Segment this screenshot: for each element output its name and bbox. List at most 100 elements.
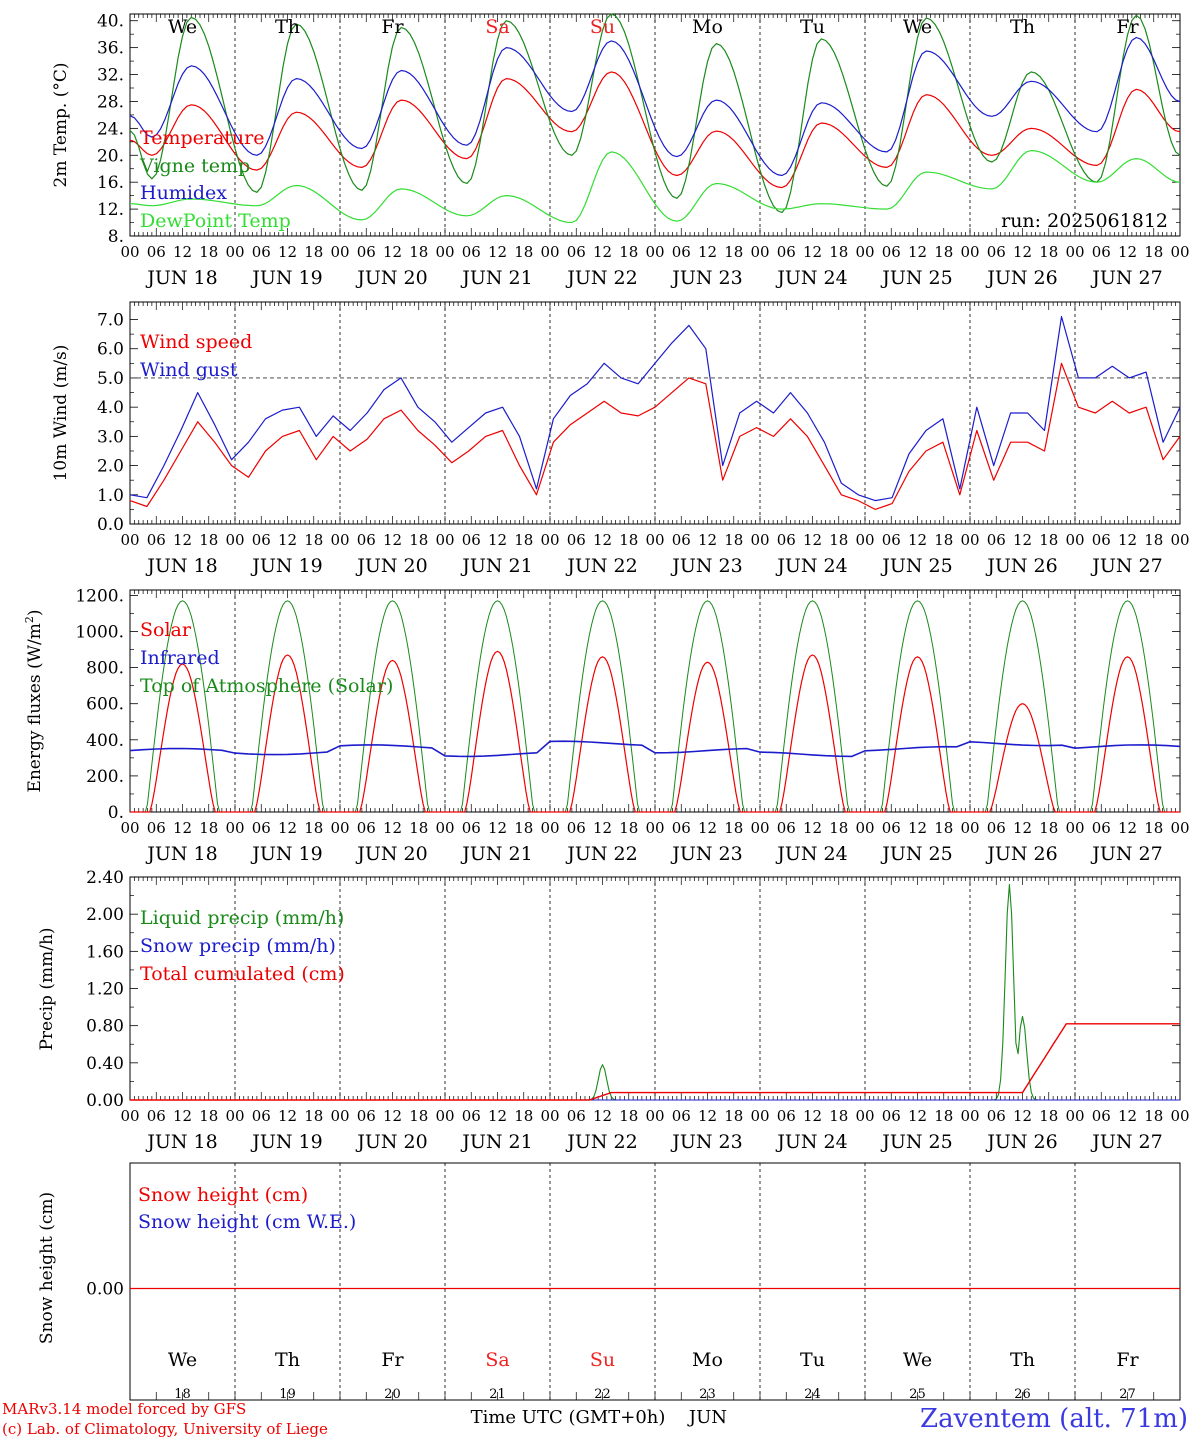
day-number-label: 27	[1119, 1387, 1136, 1402]
hour-tick-label-wind: 12	[698, 531, 717, 549]
y-tick-label-wind: 1.0	[97, 486, 124, 506]
hour-tick-label-precip: 06	[777, 1107, 796, 1125]
hour-tick-label-temp: 18	[619, 243, 638, 261]
hour-tick-label-precip: 18	[409, 1107, 428, 1125]
y-tick-label-snow: 0.00	[86, 1280, 124, 1300]
hour-tick-label-temp: 00	[120, 243, 139, 261]
hour-tick-label-temp: 06	[357, 243, 376, 261]
y-tick-label-temp: 20.	[97, 146, 124, 166]
hour-tick-label-wind: 00	[750, 531, 769, 549]
hour-tick-label-temp: 06	[672, 243, 691, 261]
y-tick-label-temp: 32.	[97, 66, 124, 86]
hour-tick-label-energy: 12	[1118, 819, 1137, 837]
y-tick-label-temp: 8.	[108, 227, 124, 247]
hour-tick-label-energy: 06	[987, 819, 1006, 837]
hour-tick-label-energy: 12	[1013, 819, 1032, 837]
date-label-precip: JUN 27	[1090, 1131, 1162, 1153]
y-tick-label-wind: 5.0	[97, 369, 124, 389]
date-label-wind: JUN 19	[250, 555, 322, 577]
date-label-wind: JUN 23	[670, 555, 742, 577]
y-tick-label-energy: 800.	[86, 659, 124, 679]
date-label-temp: JUN 27	[1090, 267, 1162, 289]
hour-tick-label-energy: 00	[1170, 819, 1189, 837]
hour-tick-label-temp: 18	[1144, 243, 1163, 261]
hour-tick-label-wind: 12	[1118, 531, 1137, 549]
hour-tick-label-wind: 00	[645, 531, 664, 549]
hour-tick-label-temp: 00	[645, 243, 664, 261]
hour-tick-label-wind: 06	[147, 531, 166, 549]
infrared-series-line	[129, 740, 1181, 758]
hour-tick-label-precip: 06	[462, 1107, 481, 1125]
hour-tick-label-precip: 00	[540, 1107, 559, 1125]
hour-tick-label-energy: 06	[672, 819, 691, 837]
snow-y-axis-label: Snow height (cm)	[37, 1192, 57, 1344]
hour-tick-label-energy: 18	[199, 819, 218, 837]
legend-temperature: Temperature	[140, 127, 264, 149]
hour-tick-label-wind: 00	[960, 531, 979, 549]
hour-tick-label-precip: 06	[147, 1107, 166, 1125]
hour-tick-label-precip: 12	[278, 1107, 297, 1125]
precip-y-axis-label: Precip (mm/h)	[37, 927, 57, 1050]
weekday-label-top: Su	[590, 16, 615, 38]
legend-dewpoint: DewPoint Temp	[140, 210, 291, 232]
hour-tick-label-temp: 12	[698, 243, 717, 261]
hour-tick-label-wind: 06	[987, 531, 1006, 549]
weekday-label-bottom: Fr	[1116, 1349, 1139, 1371]
y-tick-label-energy: 1000.	[75, 623, 124, 643]
date-label-temp: JUN 26	[985, 267, 1057, 289]
y-tick-label-energy: 0.	[108, 803, 124, 823]
hour-tick-label-temp: 12	[278, 243, 297, 261]
hour-tick-label-precip: 12	[488, 1107, 507, 1125]
wind-speed-series-line	[129, 362, 1181, 510]
hour-tick-label-energy: 06	[777, 819, 796, 837]
y-tick-label-precip: 0.40	[86, 1054, 124, 1074]
hour-tick-label-wind: 18	[514, 531, 533, 549]
weekday-label-bottom: Su	[590, 1349, 615, 1371]
hour-tick-label-precip: 06	[1092, 1107, 1111, 1125]
date-label-wind: JUN 18	[145, 555, 217, 577]
date-label-wind: JUN 25	[880, 555, 952, 577]
date-label-wind: JUN 24	[775, 555, 847, 577]
weekday-label-top: Tu	[800, 16, 825, 38]
hour-tick-label-wind: 12	[593, 531, 612, 549]
day-number-label: 26	[1014, 1387, 1031, 1402]
humidex-series-line	[129, 36, 1181, 177]
weekday-label-top: Fr	[381, 16, 404, 38]
hour-tick-label-temp: 00	[1065, 243, 1084, 261]
hour-tick-label-wind: 18	[304, 531, 323, 549]
hour-tick-label-wind: 06	[777, 531, 796, 549]
hour-tick-label-precip: 00	[435, 1107, 454, 1125]
legend-top-of-atmosphere: Top of Atmosphere (Solar)	[140, 675, 393, 697]
hour-tick-label-energy: 18	[829, 819, 848, 837]
hour-tick-label-temp: 06	[777, 243, 796, 261]
vigne-temp-series-line	[129, 13, 1181, 214]
hour-tick-label-temp: 12	[593, 243, 612, 261]
y-tick-label-energy: 200.	[86, 767, 124, 787]
hour-tick-label-wind: 12	[488, 531, 507, 549]
date-label-energy: JUN 19	[250, 843, 322, 865]
date-label-energy: JUN 22	[565, 843, 637, 865]
date-label-precip: JUN 24	[775, 1131, 847, 1153]
hour-tick-label-temp: 12	[173, 243, 192, 261]
day-number-label: 25	[909, 1387, 926, 1402]
hour-tick-label-temp: 06	[252, 243, 271, 261]
hour-tick-label-wind: 06	[357, 531, 376, 549]
y-tick-label-temp: 24.	[97, 119, 124, 139]
hour-tick-label-precip: 06	[567, 1107, 586, 1125]
y-tick-label-wind: 0.0	[97, 515, 124, 535]
day-number-label: 19	[279, 1387, 296, 1402]
hour-tick-label-temp: 06	[462, 243, 481, 261]
hour-tick-label-temp: 18	[304, 243, 323, 261]
hour-tick-label-temp: 06	[147, 243, 166, 261]
hour-tick-label-wind: 00	[1065, 531, 1084, 549]
y-tick-label-temp: 28.	[97, 92, 124, 112]
hour-tick-label-wind: 18	[724, 531, 743, 549]
hour-tick-label-precip: 12	[173, 1107, 192, 1125]
hour-tick-label-energy: 00	[330, 819, 349, 837]
hour-tick-label-temp: 18	[199, 243, 218, 261]
hour-tick-label-energy: 00	[645, 819, 664, 837]
hour-tick-label-energy: 12	[173, 819, 192, 837]
hour-tick-label-wind: 06	[462, 531, 481, 549]
y-tick-label-wind: 3.0	[97, 427, 124, 447]
hour-tick-label-temp: 00	[435, 243, 454, 261]
